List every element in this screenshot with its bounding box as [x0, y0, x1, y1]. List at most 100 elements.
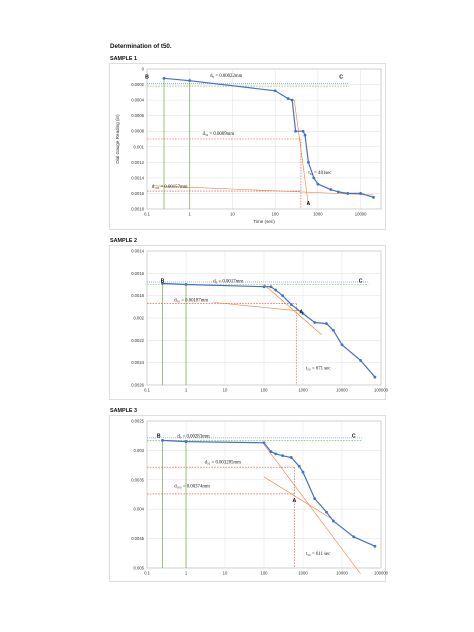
- annotation: t₅₀ = 611 sec: [306, 552, 330, 557]
- sample-label: SAMPLE 2: [110, 238, 137, 244]
- y-tick-label: 0.0014: [131, 249, 144, 254]
- data-point: [352, 535, 356, 539]
- x-tick-label: 100000: [374, 571, 389, 576]
- point-label: A: [292, 498, 296, 504]
- x-tick-label: 0.1: [144, 571, 150, 576]
- y-tick-label: 0.0006: [131, 113, 144, 118]
- data-point: [262, 285, 266, 289]
- data-point: [313, 497, 317, 501]
- y-tick-label: 0.0016: [131, 191, 144, 196]
- y-tick-label: 0.0024: [131, 360, 144, 365]
- point-label: C: [339, 74, 343, 80]
- data-point: [359, 359, 363, 362]
- x-tick-label: 0.1: [144, 388, 150, 393]
- point-label: B: [157, 433, 161, 439]
- y-tick-label: 0.0014: [131, 175, 144, 180]
- data-series-line: [162, 439, 376, 547]
- y-tick-label: 0.0012: [131, 160, 144, 165]
- data-point: [373, 375, 377, 379]
- x-tick-label: 1: [189, 212, 192, 217]
- point-label: B: [145, 74, 149, 80]
- x-tick-label: 0.1: [144, 212, 150, 217]
- point-label: C: [352, 433, 356, 439]
- chart-frame: [109, 415, 386, 582]
- x-tick-label: 10000: [355, 212, 367, 217]
- x-tick-label: 1000: [313, 212, 323, 217]
- tangent-line: [263, 284, 322, 335]
- data-point: [340, 343, 344, 347]
- data-point: [303, 133, 307, 137]
- tangent-line: [213, 302, 304, 312]
- annotation: t₅₀ = 671 sec: [306, 366, 330, 371]
- y-tick-label: 0.005: [134, 566, 145, 571]
- data-point: [329, 188, 333, 191]
- y-tick-label: 0.003: [134, 448, 145, 453]
- data-point: [274, 452, 278, 456]
- data-series-line: [163, 77, 374, 198]
- annotation: d₁₀₀ = 0.00374mm: [174, 484, 210, 489]
- tangent-line: [263, 444, 361, 575]
- y-tick-label: 0.0018: [131, 207, 144, 212]
- data-point: [372, 195, 375, 199]
- y-tick-label: 0.002: [134, 316, 145, 321]
- data-point: [184, 283, 188, 286]
- x-tick-label: 10000: [336, 571, 348, 576]
- x-tick-label: 1000: [298, 388, 308, 393]
- annotation: d₅₀ = 0.003285mm: [205, 460, 242, 465]
- sample-label: SAMPLE 1: [110, 56, 137, 62]
- y-tick-label: 0.0026: [131, 383, 144, 388]
- x-tick-label: 100: [261, 571, 269, 576]
- data-point: [325, 322, 328, 325]
- data-point: [286, 97, 290, 100]
- data-point: [274, 288, 278, 292]
- data-point: [331, 328, 335, 332]
- point-label: A: [299, 310, 303, 316]
- data-point: [269, 285, 273, 289]
- point-label: B: [161, 278, 165, 284]
- data-point: [281, 294, 285, 298]
- data-point: [289, 303, 293, 306]
- y-tick-label: 0.0004: [131, 98, 144, 103]
- data-point: [359, 192, 363, 195]
- y-tick-label: 0.0045: [131, 536, 144, 541]
- tangent-line: [263, 476, 331, 519]
- data-point: [307, 160, 310, 164]
- x-tick-label: 1: [185, 571, 188, 576]
- x-tick-label: 10: [223, 388, 228, 393]
- chart-frame: [109, 63, 386, 230]
- x-tick-label: 10: [223, 571, 228, 576]
- y-tick-label: 0.0022: [131, 338, 144, 343]
- data-point: [262, 441, 266, 445]
- y-tick-label: 0.0002: [131, 82, 144, 87]
- y-tick-label: 0.0008: [131, 129, 144, 134]
- data-point: [346, 192, 350, 195]
- x-tick-label: 100000: [374, 388, 389, 393]
- data-point: [162, 76, 166, 80]
- y-tick-label: 0.0018: [131, 293, 144, 298]
- annotation: d₅₀ = 0.0009mm: [203, 132, 235, 137]
- x-tick-label: 1: [185, 388, 188, 393]
- data-point: [316, 182, 320, 186]
- y-tick-label: 0: [142, 67, 145, 72]
- y-tick-label: 0.0016: [131, 271, 144, 276]
- data-point: [269, 450, 273, 453]
- data-point: [373, 544, 377, 548]
- data-point: [289, 456, 293, 459]
- document-title: Determination of t50.: [110, 43, 172, 50]
- data-point: [301, 312, 305, 315]
- chart-sample-2: 0.0014 0.0016 0.0018 0.002 0.0022 0.0024 0.002…: [109, 245, 389, 400]
- annotation: d₁₀₀ = 0.00157mm: [152, 185, 188, 190]
- x-tick-label: 100: [261, 388, 269, 393]
- data-point: [336, 190, 340, 194]
- data-point: [325, 510, 328, 514]
- sample-label: SAMPLE 3: [110, 408, 137, 414]
- data-point: [294, 129, 297, 133]
- data-point: [281, 454, 285, 458]
- data-point: [313, 321, 317, 324]
- tangent-line: [151, 185, 374, 196]
- data-point: [301, 470, 305, 474]
- y-tick-label: 0.0035: [131, 477, 144, 482]
- data-point: [161, 439, 164, 442]
- data-point: [273, 89, 277, 93]
